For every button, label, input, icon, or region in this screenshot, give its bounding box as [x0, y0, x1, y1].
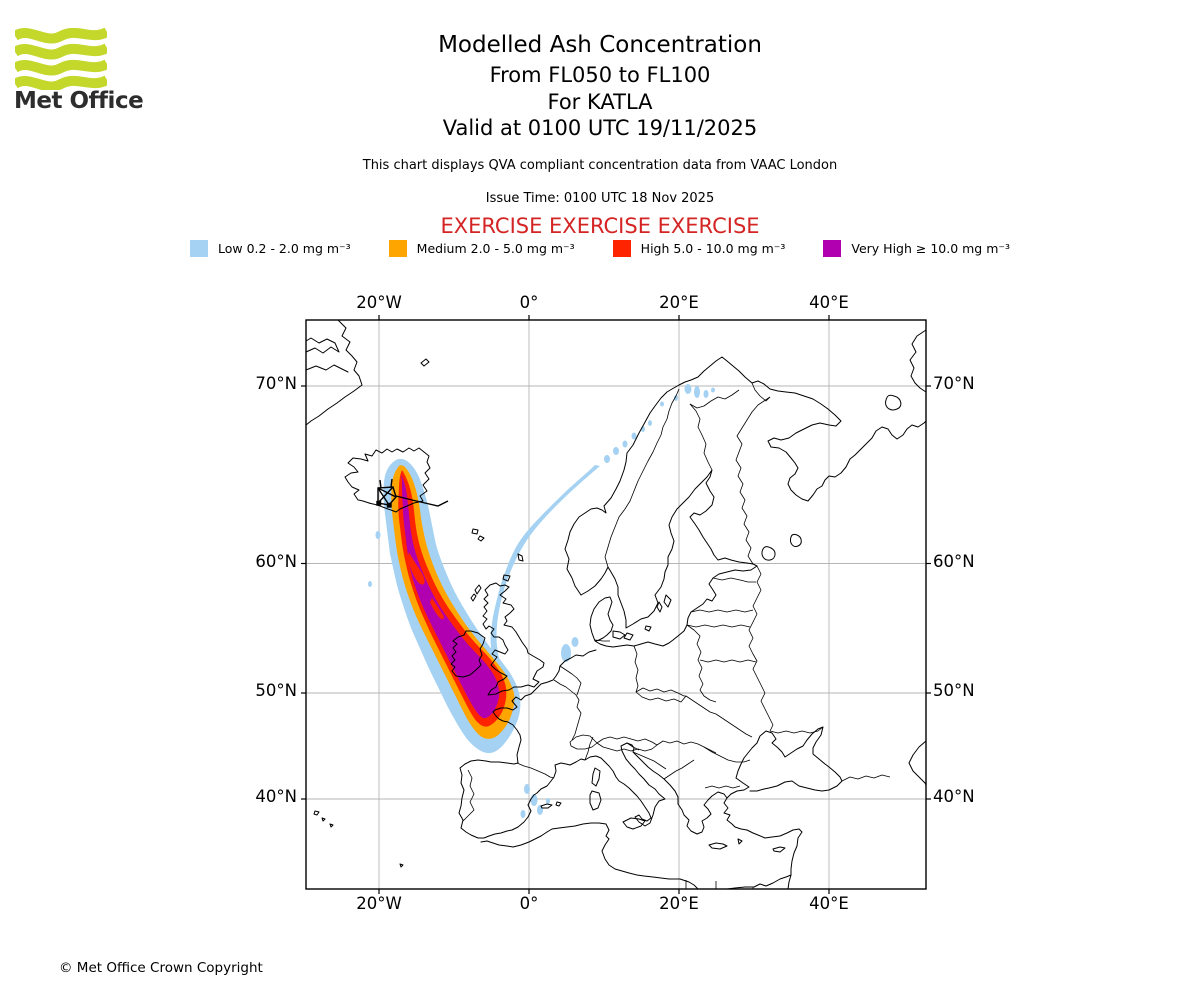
country-borders — [462, 382, 891, 889]
legend-label-low: Low 0.2 - 2.0 mg m⁻³ — [218, 241, 351, 256]
y-label-right-50n: 50°N — [933, 681, 975, 700]
x-label-bottom-40e: 40°E — [809, 894, 849, 913]
graticule — [306, 320, 926, 889]
map-frame — [305, 319, 927, 890]
x-label-top-20e: 20°E — [659, 293, 699, 312]
y-label-right-40n: 40°N — [933, 787, 975, 806]
x-label-top-0: 0° — [519, 293, 539, 312]
legend-label-very-high: Very High ≥ 10.0 mg m⁻³ — [851, 241, 1010, 256]
title-volcano: For KATLA — [547, 90, 653, 114]
x-label-top-20w: 20°W — [356, 293, 402, 312]
legend-label-medium: Medium 2.0 - 5.0 mg m⁻³ — [416, 241, 575, 256]
y-label-right-60n: 60°N — [933, 552, 975, 571]
y-label-right-70n: 70°N — [933, 374, 975, 393]
y-label-left-50n: 50°N — [255, 681, 297, 700]
x-label-bottom-0: 0° — [519, 894, 539, 913]
legend-swatch-medium — [388, 240, 407, 257]
copyright-notice: © Met Office Crown Copyright — [59, 960, 263, 976]
title-valid-time: Valid at 0100 UTC 19/11/2025 — [442, 116, 758, 140]
y-label-left-40n: 40°N — [255, 787, 297, 806]
legend-swatch-very-high — [823, 240, 842, 257]
legend-item-high: High 5.0 - 10.0 mg m⁻³ — [612, 240, 786, 257]
ash-very-high-layer — [401, 474, 500, 719]
x-label-top-40e: 40°E — [809, 293, 849, 312]
coastlines — [305, 319, 927, 890]
legend-item-very-high: Very High ≥ 10.0 mg m⁻³ — [823, 240, 1010, 257]
source-polygon — [376, 478, 449, 508]
y-label-left-70n: 70°N — [255, 374, 297, 393]
issue-time: Issue Time: 0100 UTC 18 Nov 2025 — [485, 191, 715, 206]
ash-high-inner-patches — [408, 552, 444, 620]
legend: Low 0.2 - 2.0 mg m⁻³ Medium 2.0 - 5.0 mg… — [0, 240, 1200, 257]
x-label-bottom-20w: 20°W — [356, 894, 402, 913]
page-title: Modelled Ash Concentration — [438, 32, 762, 58]
subtitle-qva: This chart displays QVA compliant concen… — [362, 158, 838, 173]
legend-swatch-low — [190, 240, 208, 257]
axis-ticks — [301, 315, 931, 894]
legend-swatch-high — [612, 240, 631, 257]
exercise-banner: EXERCISE EXERCISE EXERCISE — [440, 214, 760, 238]
logo-text: Met Office — [14, 88, 144, 114]
legend-label-high: High 5.0 - 10.0 mg m⁻³ — [640, 241, 786, 256]
legend-item-medium: Medium 2.0 - 5.0 mg m⁻³ — [388, 240, 575, 257]
title-flight-levels: From FL050 to FL100 — [489, 63, 711, 87]
met-office-logo-icon — [15, 28, 107, 90]
x-label-bottom-20e: 20°E — [659, 894, 699, 913]
map-canvas — [301, 315, 931, 894]
y-label-left-60n: 60°N — [255, 552, 297, 571]
legend-item-low: Low 0.2 - 2.0 mg m⁻³ — [190, 240, 351, 257]
